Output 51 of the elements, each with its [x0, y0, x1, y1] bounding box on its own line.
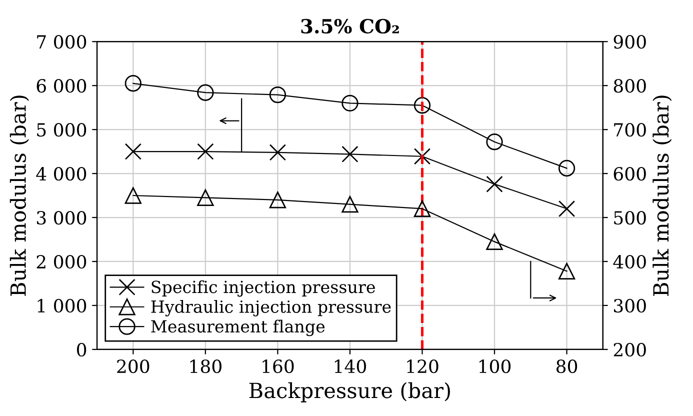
y-tick-label: 0: [77, 342, 86, 357]
point: [486, 176, 503, 192]
point: [269, 144, 286, 161]
point: [124, 75, 142, 92]
y-tick-label: 1 000: [38, 298, 86, 313]
y2-tick-label: 700: [614, 123, 646, 137]
y-axis-title: Bulk modulus (bar): [10, 96, 29, 296]
chart-title: 3.5% CO₂: [301, 18, 399, 34]
x-tick-label: 80: [556, 359, 578, 374]
y2-tick-label: 600: [614, 166, 646, 181]
point: [414, 200, 431, 218]
point: [558, 200, 576, 218]
y2-tick-label: 800: [614, 79, 646, 93]
point: [197, 143, 214, 160]
x-tick-label: 160: [262, 359, 294, 374]
x-tick-label: 140: [334, 359, 366, 374]
x-tick-label: 120: [407, 359, 438, 374]
point: [414, 97, 431, 114]
y2-tick-label: 900: [614, 35, 646, 49]
point: [342, 146, 358, 163]
y2-tick-label: 500: [614, 210, 646, 225]
legend-label: Specific injection pressure: [152, 280, 375, 297]
point: [558, 262, 576, 280]
y2-tick-label: 400: [613, 254, 646, 269]
y-tick-label: 3 000: [36, 210, 86, 225]
point: [124, 143, 142, 160]
point: [269, 86, 286, 104]
y-tick-label: 2 000: [36, 254, 86, 269]
legend-label: Measurement flange: [151, 320, 325, 336]
point: [197, 84, 214, 101]
point: [414, 148, 431, 165]
y2-tick-label: 300: [614, 298, 646, 313]
point: [269, 192, 286, 208]
y2-tick-label: 200: [614, 342, 646, 357]
y-tick-label: 5 000: [37, 123, 86, 137]
point: [558, 160, 576, 177]
y-tick-label: 4 000: [36, 166, 86, 181]
x-tick-label: 200: [117, 359, 150, 374]
point: [124, 187, 142, 204]
x-tick-label: 180: [190, 359, 222, 374]
y2-axis-title: Bulk modulus (bar): [652, 96, 672, 296]
point: [342, 196, 358, 213]
y-tick-label: 7 000: [37, 35, 86, 49]
point: [486, 233, 503, 250]
y-tick-label: 6 000: [36, 79, 86, 93]
point: [197, 189, 214, 206]
point: [486, 134, 503, 150]
point: [342, 94, 358, 112]
x-axis-title: Backpressure (bar): [249, 382, 450, 402]
legend-label: Hydraulic injection pressure: [151, 300, 391, 316]
x-tick-label: 100: [479, 359, 511, 374]
